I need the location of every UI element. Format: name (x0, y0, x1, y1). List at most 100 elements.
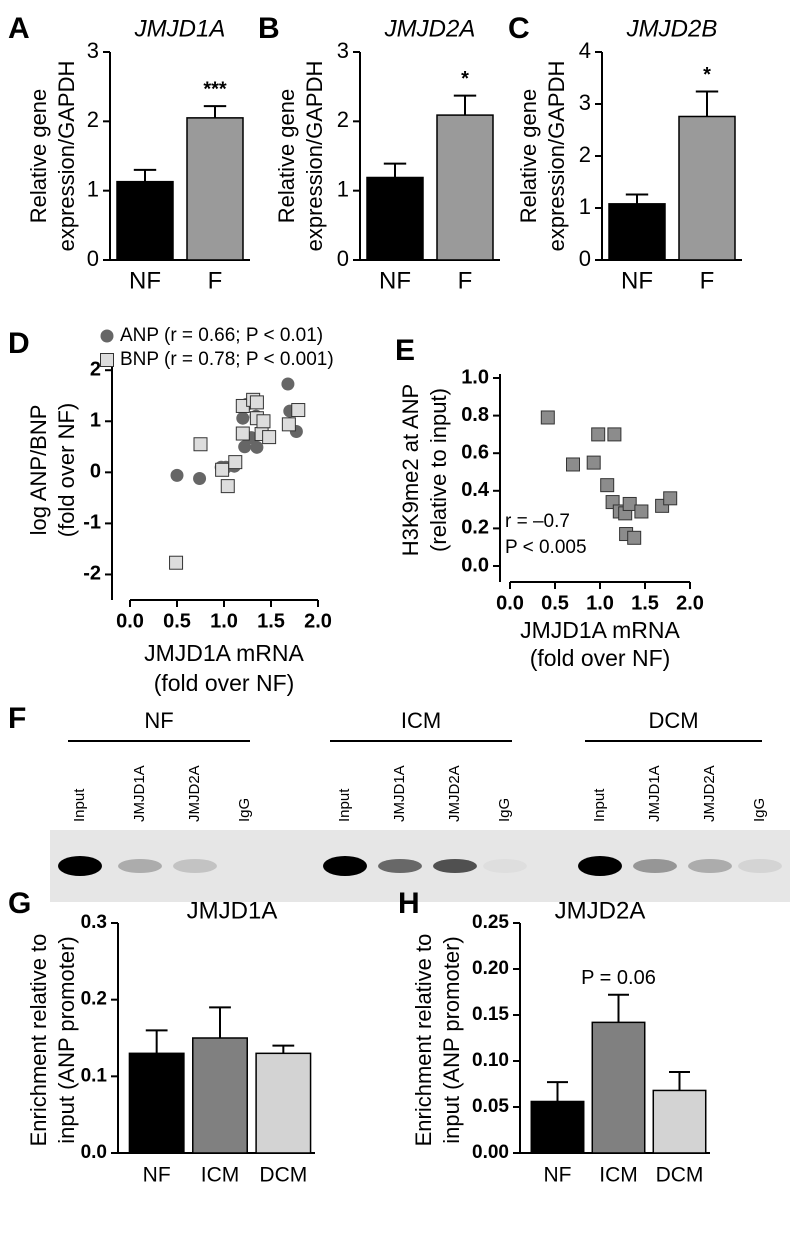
panel-letter: F (8, 702, 26, 735)
x-tick-label: 0.0 (496, 592, 524, 614)
lane-label: JMJD1A (131, 765, 148, 822)
bar (436, 114, 494, 261)
x-tick-label: 0.5 (163, 610, 191, 632)
y-tick-label: 0.15 (472, 1004, 509, 1025)
lane-label: JMJD2A (701, 765, 718, 822)
y-tick-label: 0.20 (472, 958, 509, 979)
y-tick-label: 0 (579, 246, 591, 271)
point (281, 377, 295, 391)
error-bar (209, 1006, 231, 1038)
x-tick-label: 2.0 (676, 592, 704, 614)
lane-label: IgG (496, 798, 513, 822)
error-bar (453, 94, 477, 116)
point (235, 426, 250, 441)
x-axis-label: JMJD1A mRNA (144, 640, 304, 666)
lane-label: JMJD2A (446, 765, 463, 822)
error-bar (669, 1071, 690, 1091)
x-tick-label: NF (129, 267, 161, 294)
bar (116, 180, 174, 261)
x-tick-label: 1.0 (210, 610, 238, 632)
y-tick-label: 0.4 (461, 479, 490, 501)
bar (608, 203, 666, 261)
x-tick-label: 0.0 (116, 610, 144, 632)
x-tick-label: NF (544, 1164, 572, 1187)
point (256, 414, 271, 429)
gel-band (173, 859, 217, 873)
significance-label: * (461, 68, 469, 90)
y-axis-label: Relative gene (26, 89, 51, 224)
bar (366, 176, 424, 261)
group-label: DCM (648, 708, 698, 733)
point (600, 478, 615, 493)
gel-band (483, 859, 527, 873)
y-tick-label: 1 (87, 176, 99, 201)
error-bar (203, 105, 227, 118)
y-tick-label: 0.0 (461, 554, 489, 576)
lane-label: Input (591, 788, 608, 822)
x-tick-label: F (458, 267, 473, 294)
y-tick-label: 0.8 (461, 404, 489, 426)
error-bar (625, 193, 649, 204)
point (193, 471, 207, 485)
y-axis-label: input (ANP promoter) (54, 936, 79, 1143)
lane-label: JMJD2A (186, 765, 203, 822)
point (262, 430, 277, 445)
gel-band (378, 859, 422, 873)
panel-letter: D (8, 327, 30, 360)
point (169, 555, 184, 570)
y-tick-label: 0.10 (472, 1050, 509, 1071)
y-tick-label: 0.25 (472, 912, 509, 933)
legend-label: ANP (r = 0.66; P < 0.01) (120, 325, 323, 346)
error-bar (272, 1044, 295, 1054)
bar (255, 1052, 312, 1154)
annotation: r = –0.7 (505, 511, 570, 532)
gel-band (633, 859, 677, 873)
y-tick-label: 0.1 (81, 1065, 108, 1086)
point (238, 440, 252, 454)
y-tick-label: 2 (579, 142, 591, 167)
y-tick-label: 0 (337, 246, 349, 271)
x-axis-label: (fold over NF) (154, 670, 295, 696)
gel-band (323, 856, 367, 876)
gel-band (433, 859, 477, 873)
panel-letter: H (398, 887, 420, 920)
y-axis-label: Relative gene (274, 89, 299, 224)
x-tick-label: ICM (201, 1164, 240, 1187)
x-tick-label: 1.5 (631, 592, 659, 614)
y-axis-label: log ANP/BNP (26, 405, 51, 536)
point (586, 455, 601, 470)
group-label: ICM (401, 708, 441, 733)
point (634, 504, 649, 519)
gel-band (58, 856, 102, 876)
chart-title: JMJD2A (555, 897, 646, 924)
point (591, 427, 606, 442)
error-bar (383, 162, 407, 178)
lane-label: IgG (751, 798, 768, 822)
lane-label: Input (336, 788, 353, 822)
y-tick-label: 0.3 (81, 912, 107, 933)
x-tick-label: DCM (656, 1164, 704, 1187)
panel-letter: C (508, 12, 530, 45)
y-tick-label: 0.05 (472, 1096, 509, 1117)
bar (591, 1021, 646, 1154)
chart-title: JMJD2B (626, 15, 718, 42)
y-tick-label: 1 (579, 194, 591, 219)
x-tick-label: NF (143, 1164, 171, 1187)
panel-letter: E (395, 334, 415, 367)
point (170, 468, 184, 482)
lane-label: JMJD1A (646, 765, 663, 822)
point (249, 395, 264, 410)
legend-marker (100, 329, 114, 343)
panel-letter: B (258, 12, 280, 45)
y-axis-label: input (ANP promoter) (439, 936, 464, 1143)
y-tick-label: 0.2 (461, 517, 489, 539)
annotation: P < 0.005 (505, 537, 587, 558)
point (627, 530, 642, 545)
point (215, 462, 230, 477)
y-tick-label: 2 (90, 358, 101, 380)
x-tick-label: 0.5 (541, 592, 569, 614)
x-tick-label: F (208, 267, 223, 294)
x-axis-label: (fold over NF) (530, 645, 671, 671)
gel-band (738, 859, 782, 873)
